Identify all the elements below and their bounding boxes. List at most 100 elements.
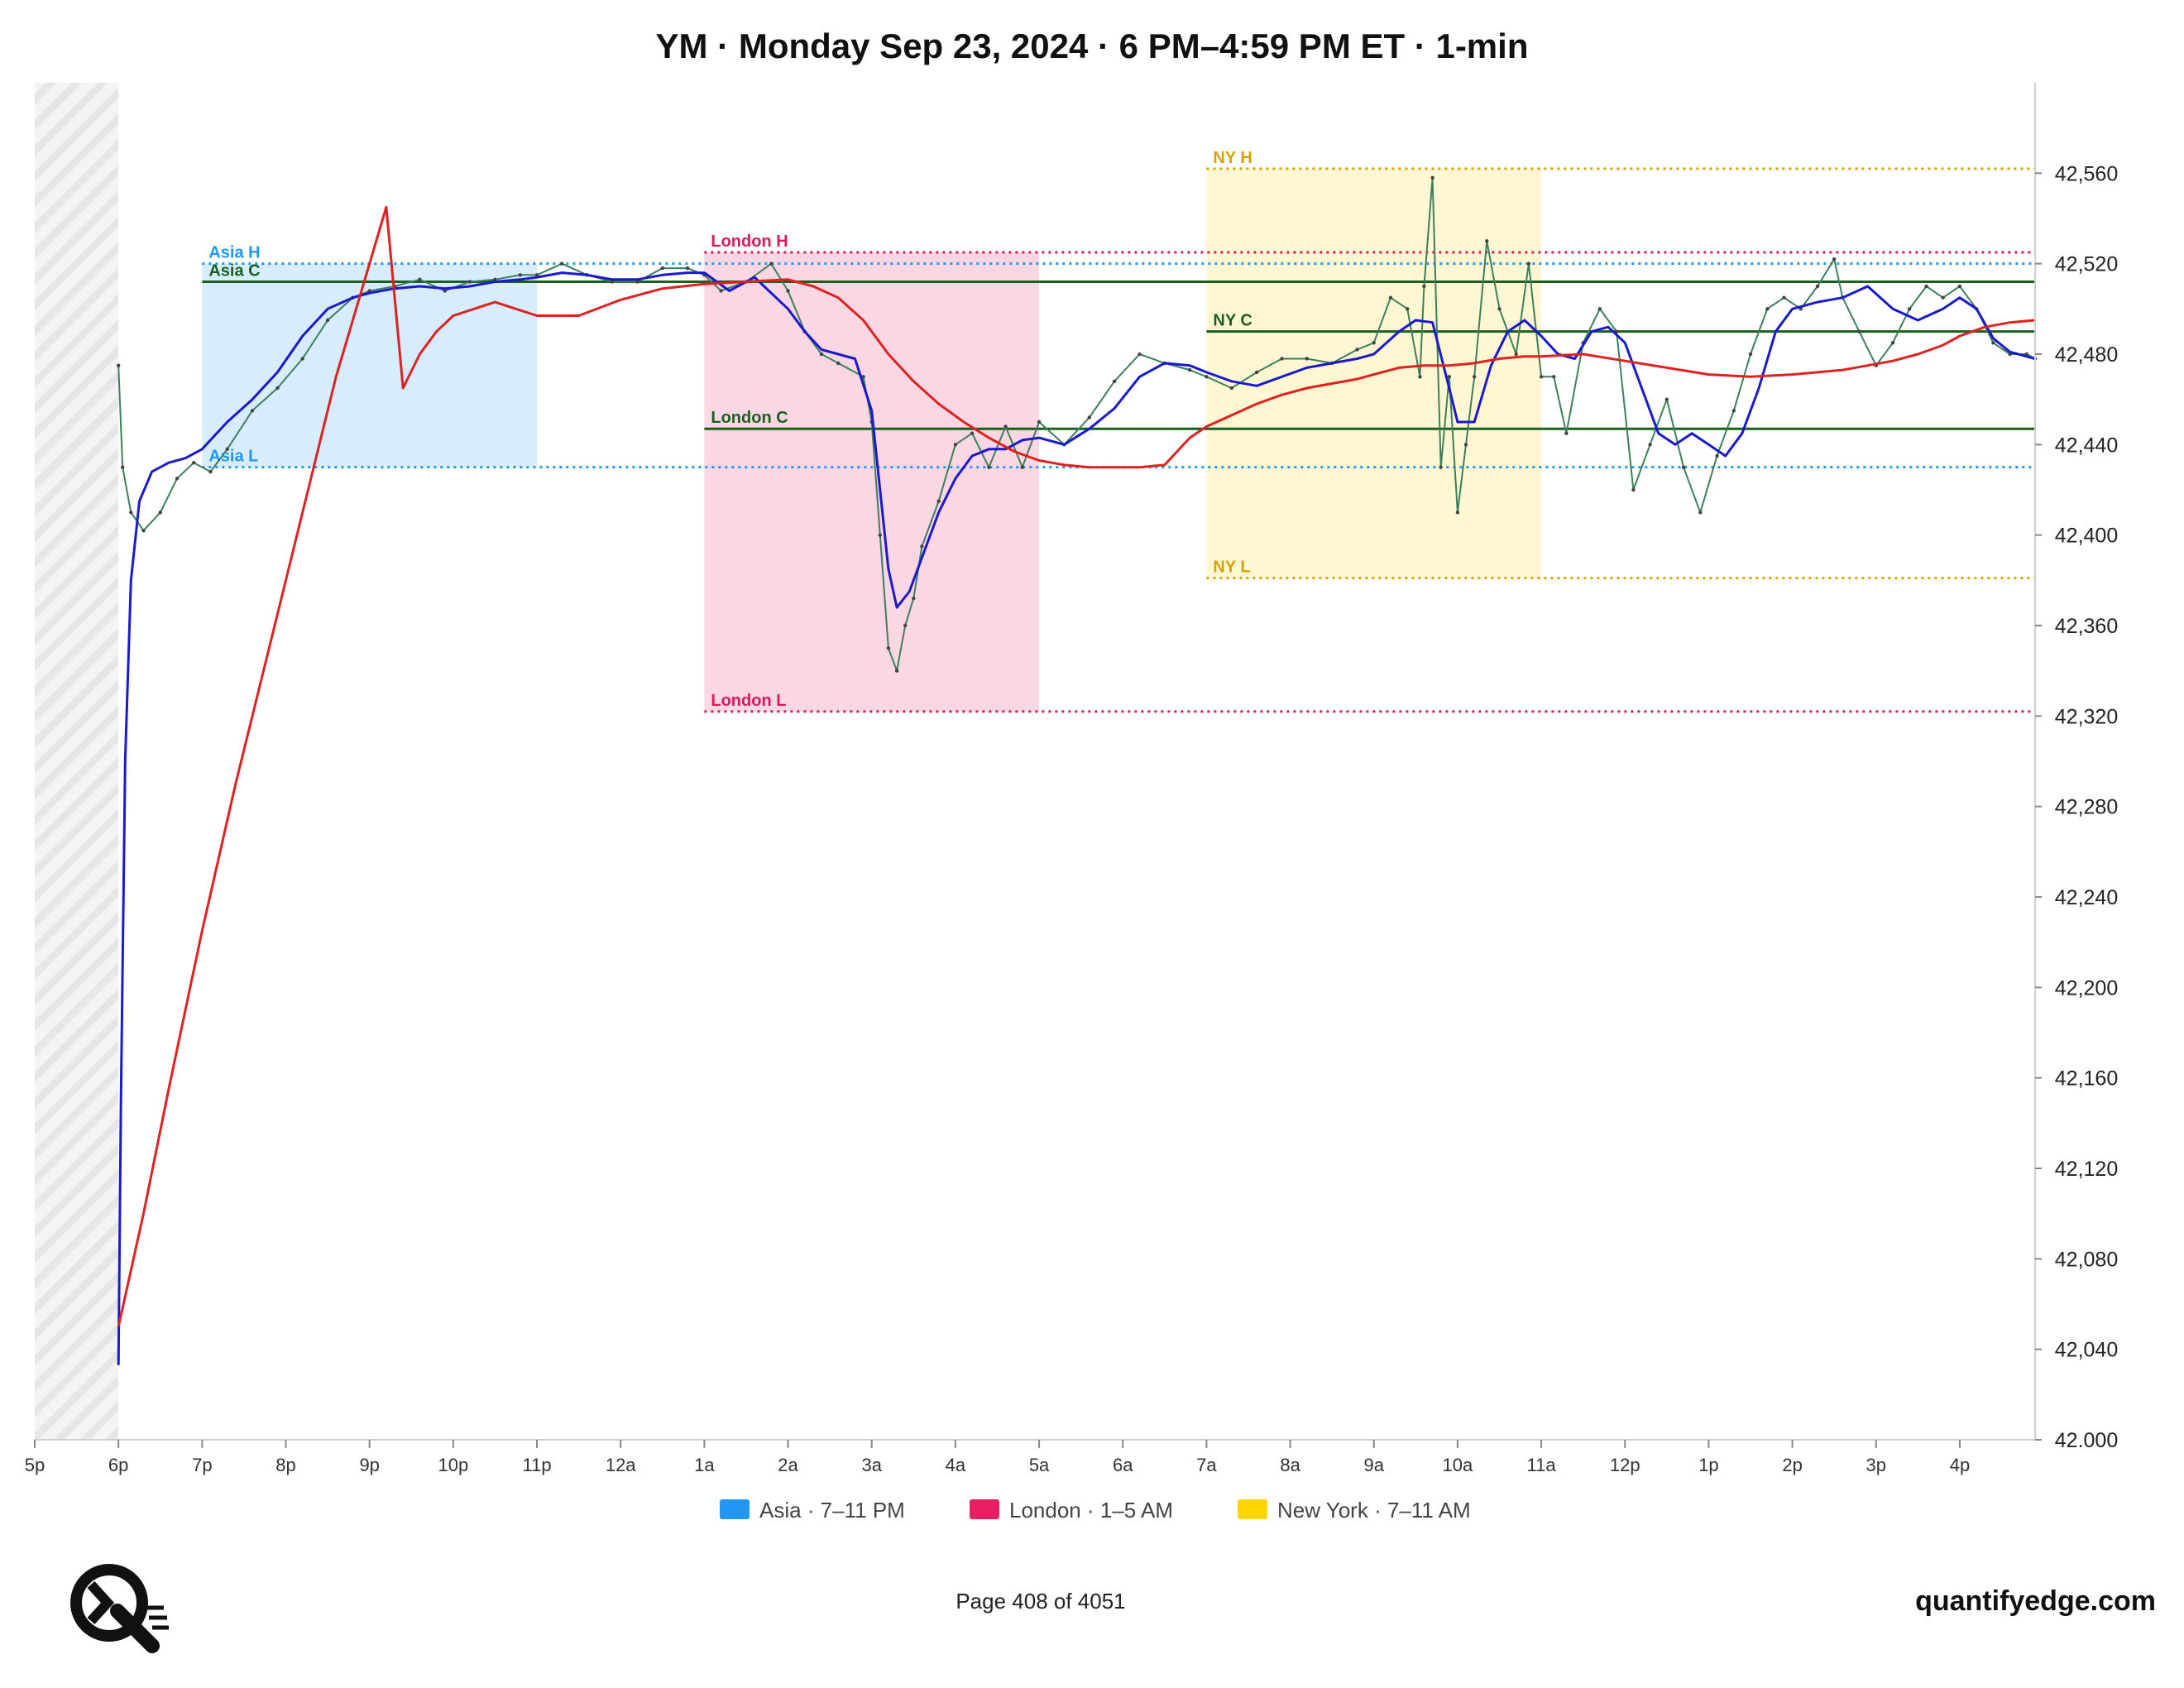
series-line-slow-ma <box>117 205 2036 1327</box>
x-tick-label: 1a <box>694 1455 715 1475</box>
session-boxes <box>202 168 1542 712</box>
price-point <box>1857 329 1861 333</box>
legend-swatch-2 <box>1238 1499 1267 1519</box>
price-point <box>1957 284 1962 289</box>
price-point <box>1388 295 1393 300</box>
price-point <box>786 289 790 293</box>
level-label-london-h: London H <box>711 233 788 251</box>
series-lines <box>117 175 2038 1365</box>
legend: Asia · 7–11 PM London · 1–5 AM New York · … <box>720 1498 1471 1523</box>
x-tick-label: 6a <box>1113 1455 1133 1475</box>
price-point <box>1924 284 1928 289</box>
price-point <box>1631 487 1636 492</box>
x-tick-label: 8a <box>1280 1455 1300 1475</box>
price-point <box>1305 357 1310 361</box>
y-tick-label: 42,400 <box>2055 525 2118 548</box>
level-label-asia-c: Asia C <box>208 262 260 281</box>
x-tick-label: 3p <box>1866 1455 1886 1475</box>
price-point <box>903 623 908 628</box>
price-point <box>1715 453 1719 458</box>
price-point <box>1564 431 1569 435</box>
price-point <box>1473 375 1477 379</box>
y-tick-label: 42,360 <box>2055 615 2118 638</box>
series-line-fast-ma <box>117 271 2036 1365</box>
x-tick-label: 7a <box>1196 1455 1217 1475</box>
price-point <box>953 443 958 447</box>
site-name: quantifyedge.com <box>1915 1585 2156 1617</box>
price-point <box>1003 424 1008 429</box>
price-point <box>635 280 639 284</box>
price-point <box>861 375 865 379</box>
price-point <box>1447 375 1452 379</box>
x-tick-label: 11a <box>1527 1455 1557 1475</box>
x-tick-label: 4p <box>1950 1455 1970 1475</box>
price-point <box>1698 511 1703 515</box>
price-point <box>685 266 690 271</box>
y-tick-label: 42,200 <box>2055 976 2118 1000</box>
y-tick-label: 42,120 <box>2055 1158 2118 1181</box>
price-point <box>1526 261 1531 266</box>
price-point <box>1455 511 1460 515</box>
price-point <box>467 280 472 284</box>
x-tick-label: 5a <box>1029 1455 1050 1475</box>
price-point <box>121 465 125 469</box>
x-tick-label: 4a <box>946 1455 966 1475</box>
price-point <box>1205 375 1209 379</box>
price-point <box>819 352 824 357</box>
price-point <box>1664 397 1669 401</box>
price-point <box>1514 352 1518 357</box>
legend-swatch-0 <box>720 1499 750 1519</box>
price-point <box>275 386 280 391</box>
price-point <box>1765 307 1770 311</box>
x-tick-label: 8p <box>275 1455 295 1475</box>
price-point <box>970 431 975 435</box>
price-point <box>1681 465 1686 469</box>
y-tick-label: 42.000 <box>2055 1429 2118 1452</box>
x-tick-label: 5p <box>25 1455 45 1475</box>
price-point <box>1430 175 1434 180</box>
y-tick-label: 42,480 <box>2055 343 2118 367</box>
price-point <box>250 409 255 413</box>
price-point <box>660 266 664 271</box>
price-point <box>325 318 330 323</box>
x-tick-label: 1p <box>1698 1455 1718 1475</box>
price-point <box>769 261 774 266</box>
quantifyedge-logo-icon <box>70 1564 169 1653</box>
level-label-asia-l: Asia L <box>208 448 258 466</box>
price-point <box>987 465 991 469</box>
price-point <box>518 273 522 277</box>
page-indicator: Page 408 of 4051 <box>956 1589 1125 1614</box>
price-point <box>1485 239 1489 243</box>
price-point <box>1597 307 1602 311</box>
y-tick-label: 42,080 <box>2055 1248 2118 1271</box>
price-point <box>1731 409 1736 413</box>
legend-label-1: London · 1–5 AM <box>1009 1498 1173 1523</box>
x-tick-label: 12a <box>606 1455 636 1475</box>
price-point <box>1439 465 1443 469</box>
price-point <box>1748 352 1753 357</box>
price-point <box>1229 386 1234 391</box>
price-point <box>610 280 615 284</box>
x-tick-label: 7p <box>192 1455 212 1475</box>
price-point <box>719 289 723 293</box>
price-point <box>1463 443 1468 447</box>
price-point <box>1941 295 1945 300</box>
y-tick-label: 42,320 <box>2055 705 2118 728</box>
price-point <box>1418 375 1422 379</box>
price-point <box>1908 307 1912 311</box>
price-point <box>1254 370 1259 375</box>
price-point <box>225 447 229 451</box>
level-label-ny-h: NY H <box>1213 149 1252 167</box>
y-tick-label: 42,040 <box>2055 1339 2118 1362</box>
price-point <box>175 477 180 481</box>
price-point <box>912 597 916 601</box>
y-tick-label: 42,160 <box>2055 1067 2118 1091</box>
price-point <box>192 461 196 465</box>
chart-title: YM · Monday Sep 23, 2024 · 6 PM–4:59 PM … <box>656 26 1529 65</box>
x-tick-label: 3a <box>861 1455 882 1475</box>
y-tick-label: 42,440 <box>2055 434 2118 457</box>
x-tick-label: 2p <box>1782 1455 1802 1475</box>
closed-period-shading <box>35 83 119 1440</box>
price-point <box>1087 415 1092 420</box>
